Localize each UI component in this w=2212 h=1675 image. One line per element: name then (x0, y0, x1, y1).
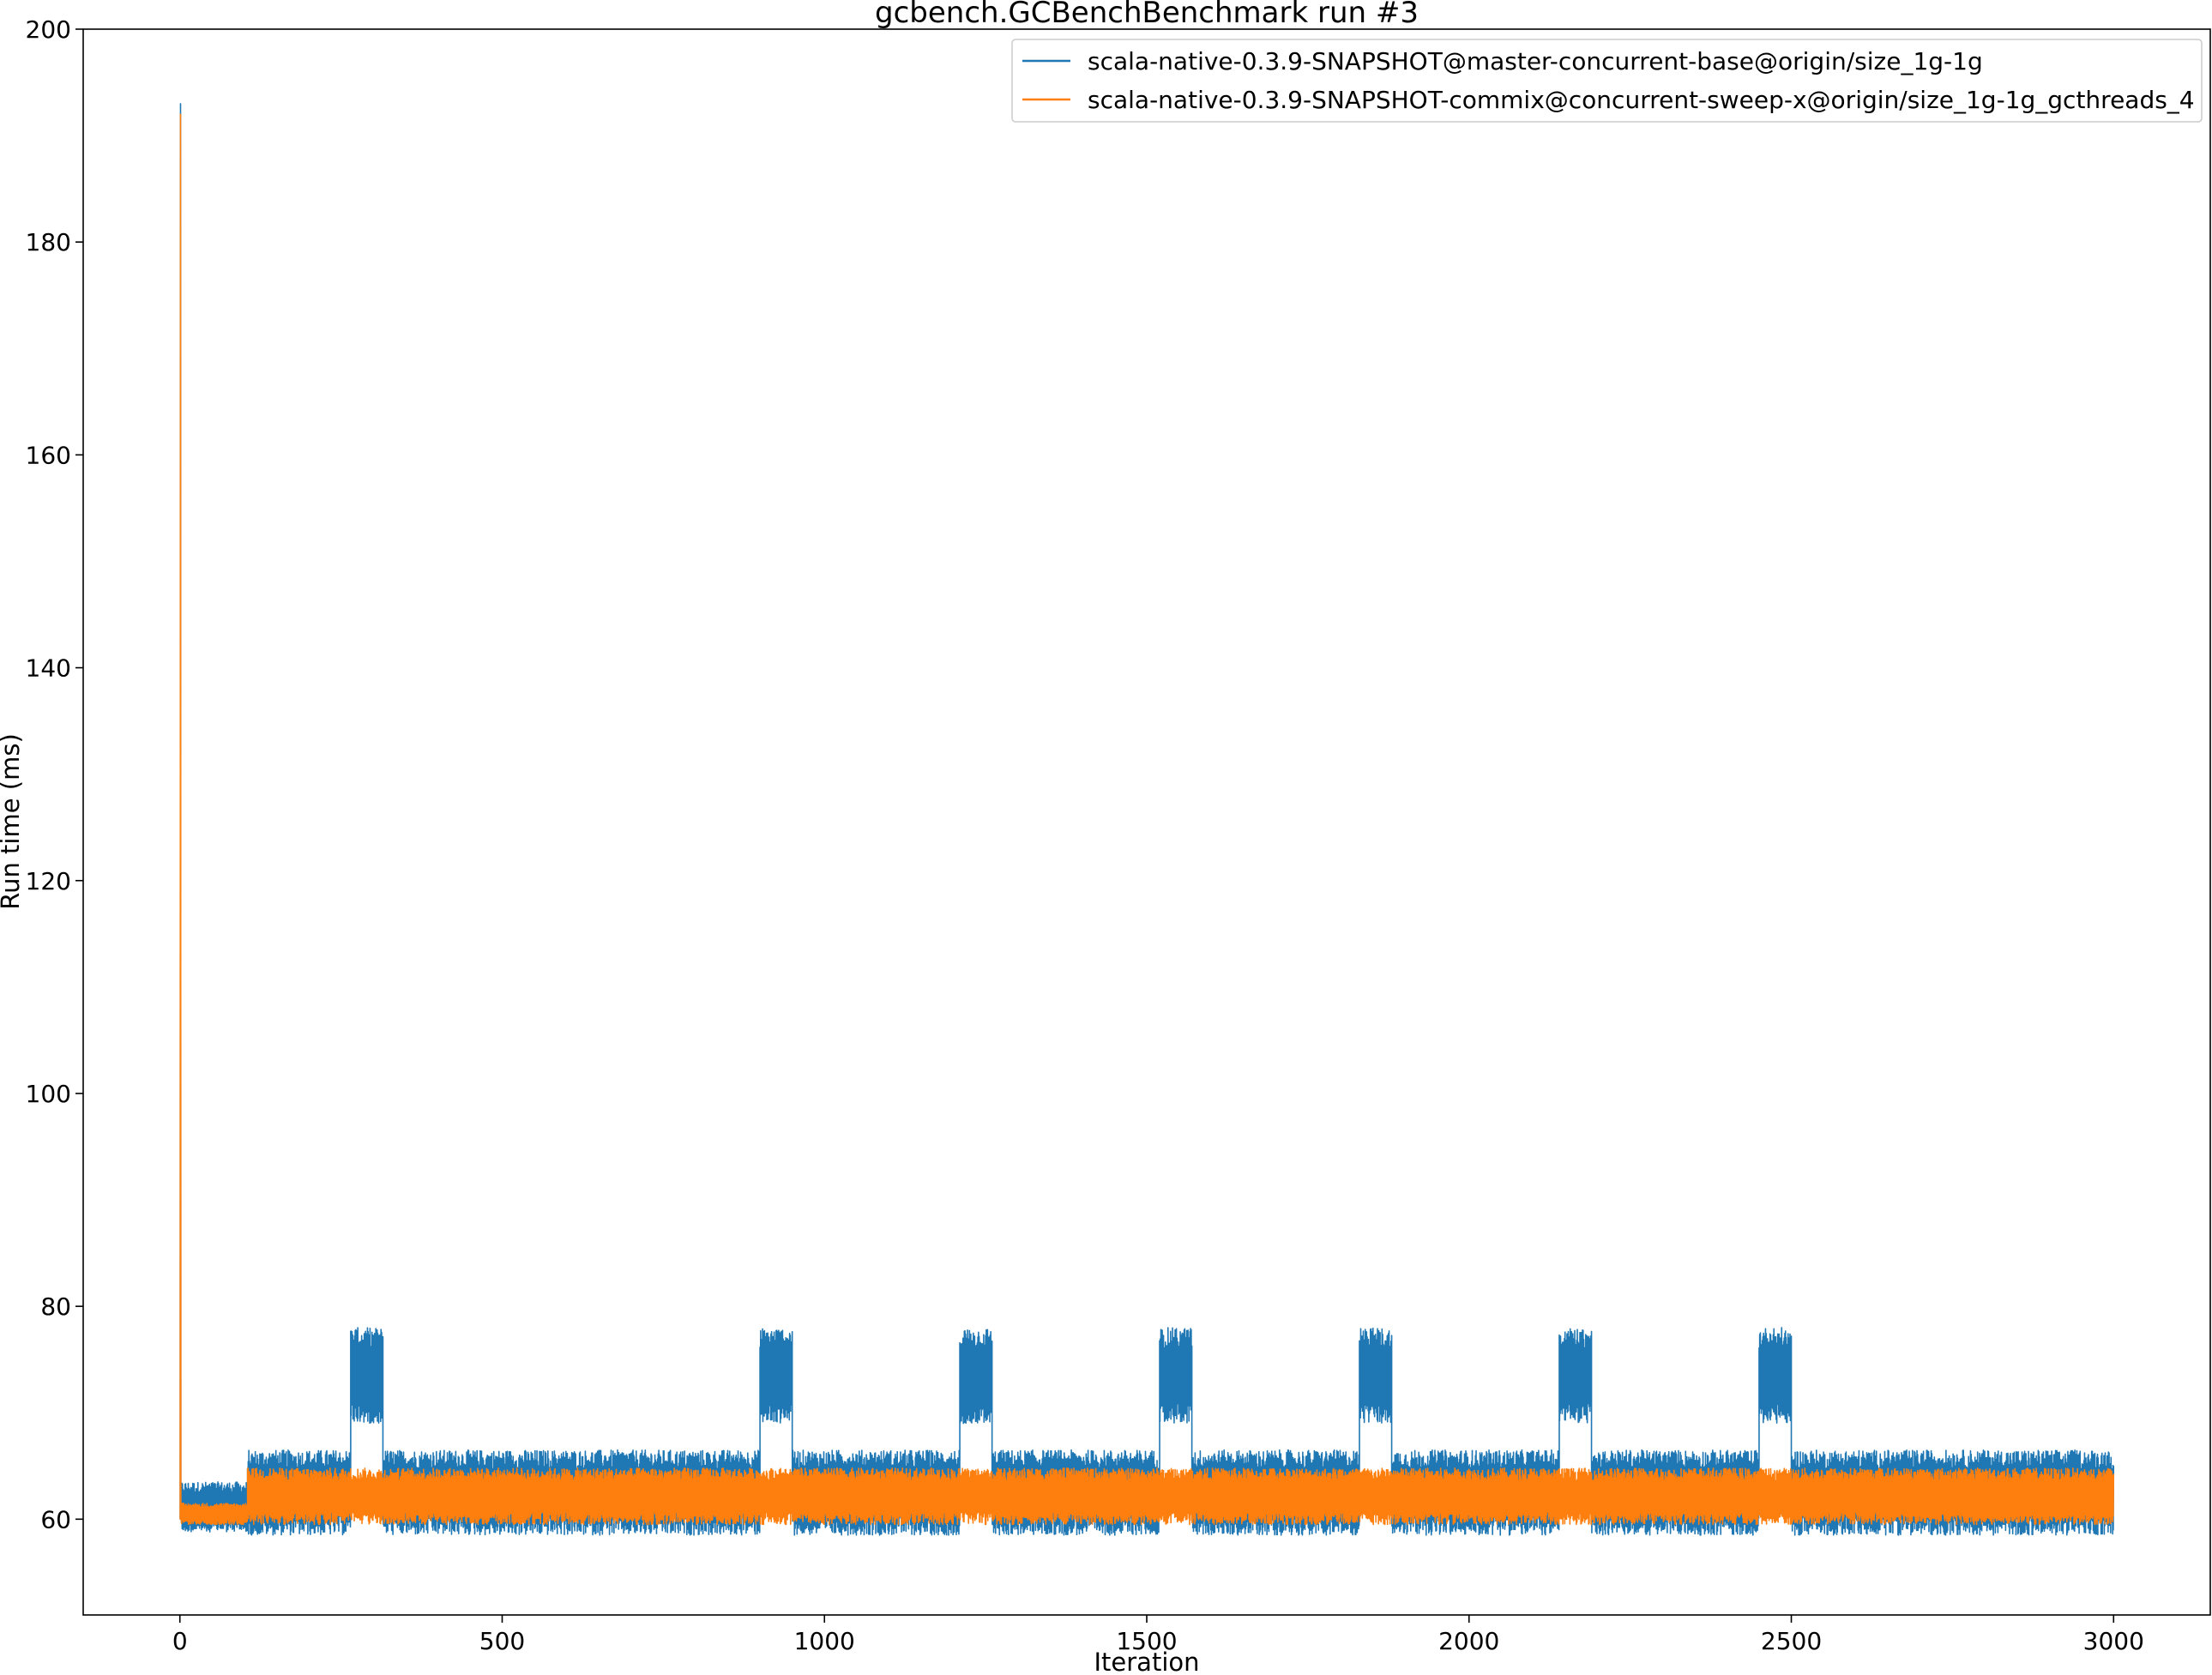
y-tick-label-7: 200 (26, 15, 71, 44)
plot-frame (82, 28, 2211, 1616)
y-tick-label-0: 60 (40, 1505, 71, 1533)
chart-title: gcbench.GCBenchBenchmark run #3 (875, 0, 1419, 30)
series-line-1 (179, 113, 2115, 1526)
y-tick-label-4: 140 (26, 654, 71, 683)
x-tick-label-2: 1000 (794, 1627, 855, 1655)
x-axis-label: Iteration (1094, 1648, 1199, 1675)
series-line-0 (179, 103, 2115, 1536)
x-tick-label-3: 1500 (1116, 1627, 1177, 1655)
series-layer (179, 103, 2115, 1536)
legend-box (1011, 39, 2203, 123)
legend-entry-1: scala-native-0.3.9-SNAPSHOT-commix@concu… (1088, 86, 2195, 114)
x-tick-label-4: 2000 (1438, 1627, 1499, 1655)
x-tick-label-6: 3000 (2083, 1627, 2144, 1655)
y-tick-label-2: 100 (26, 1080, 71, 1108)
y-tick-label-5: 160 (26, 441, 71, 469)
y-tick-label-1: 80 (40, 1292, 71, 1321)
x-tick-label-0: 0 (172, 1627, 188, 1655)
y-axis: 60 80 100 120 140 160 180 200 (26, 15, 83, 1533)
x-tick-label-5: 2500 (1761, 1627, 1822, 1655)
y-tick-label-3: 120 (26, 867, 71, 895)
y-tick-label-6: 180 (26, 228, 71, 256)
y-axis-label: Run time (ms) (0, 733, 25, 910)
x-axis: 0 500 1000 1500 2000 2500 3000 (172, 1615, 2144, 1655)
x-tick-label-1: 500 (479, 1627, 525, 1655)
legend-entry-0: scala-native-0.3.9-SNAPSHOT@master-concu… (1088, 47, 1983, 75)
legend: scala-native-0.3.9-SNAPSHOT@master-concu… (1011, 39, 2203, 123)
